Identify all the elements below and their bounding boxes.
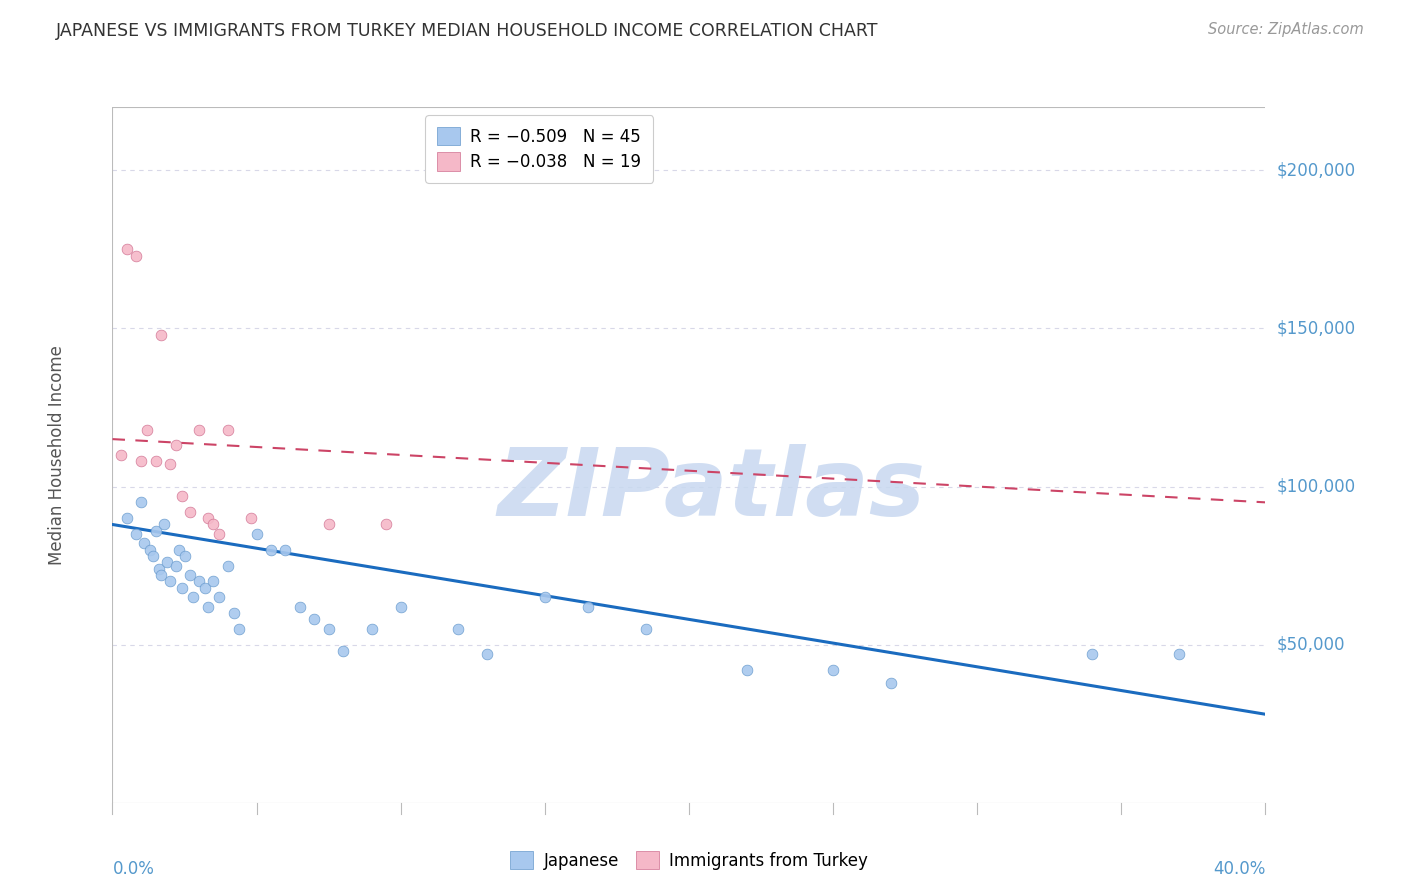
Legend: Japanese, Immigrants from Turkey: Japanese, Immigrants from Turkey	[502, 843, 876, 878]
Point	[1167, 647, 1189, 661]
Point	[208, 527, 231, 541]
Point	[150, 568, 173, 582]
Text: $100,000: $100,000	[1277, 477, 1355, 496]
Point	[217, 423, 239, 437]
Text: 0.0%: 0.0%	[112, 860, 155, 878]
Text: Median Household Income: Median Household Income	[48, 345, 66, 565]
Text: $50,000: $50,000	[1277, 636, 1346, 654]
Point	[139, 542, 162, 557]
Point	[159, 458, 181, 472]
Point	[318, 622, 340, 636]
Point	[142, 549, 165, 563]
Point	[136, 423, 159, 437]
Point	[188, 574, 211, 589]
Point	[239, 511, 262, 525]
Point	[110, 448, 132, 462]
Point	[129, 495, 153, 509]
Point	[159, 574, 181, 589]
Point	[880, 675, 903, 690]
Point	[129, 454, 153, 468]
Point	[170, 581, 193, 595]
Point	[389, 599, 412, 614]
Point	[181, 591, 204, 605]
Point	[188, 423, 211, 437]
Point	[148, 562, 170, 576]
Point	[173, 549, 195, 563]
Point	[124, 527, 146, 541]
Text: Source: ZipAtlas.com: Source: ZipAtlas.com	[1208, 22, 1364, 37]
Point	[318, 517, 340, 532]
Point	[360, 622, 382, 636]
Point	[170, 489, 193, 503]
Point	[217, 558, 239, 573]
Point	[156, 556, 179, 570]
Point	[375, 517, 398, 532]
Point	[576, 599, 599, 614]
Point	[222, 606, 245, 620]
Point	[145, 524, 167, 538]
Point	[274, 542, 297, 557]
Point	[179, 568, 201, 582]
Point	[167, 542, 190, 557]
Point	[447, 622, 470, 636]
Point	[202, 517, 225, 532]
Point	[197, 511, 219, 525]
Text: 40.0%: 40.0%	[1213, 860, 1265, 878]
Point	[115, 511, 138, 525]
Point	[228, 622, 250, 636]
Point	[197, 599, 219, 614]
Text: $200,000: $200,000	[1277, 161, 1355, 179]
Point	[260, 542, 283, 557]
Text: ZIPatlas: ZIPatlas	[498, 443, 927, 536]
Point	[145, 454, 167, 468]
Point	[165, 438, 187, 452]
Point	[179, 505, 201, 519]
Point	[1081, 647, 1104, 661]
Point	[208, 591, 231, 605]
Point	[202, 574, 225, 589]
Point	[124, 249, 146, 263]
Point	[165, 558, 187, 573]
Point	[634, 622, 657, 636]
Point	[288, 599, 311, 614]
Point	[533, 591, 555, 605]
Point	[153, 517, 176, 532]
Point	[475, 647, 498, 661]
Point	[194, 581, 217, 595]
Point	[150, 327, 173, 342]
Text: JAPANESE VS IMMIGRANTS FROM TURKEY MEDIAN HOUSEHOLD INCOME CORRELATION CHART: JAPANESE VS IMMIGRANTS FROM TURKEY MEDIA…	[56, 22, 879, 40]
Point	[134, 536, 156, 550]
Point	[304, 612, 326, 626]
Point	[735, 663, 758, 677]
Point	[332, 644, 354, 658]
Point	[821, 663, 844, 677]
Point	[115, 243, 138, 257]
Text: $150,000: $150,000	[1277, 319, 1355, 337]
Point	[245, 527, 267, 541]
